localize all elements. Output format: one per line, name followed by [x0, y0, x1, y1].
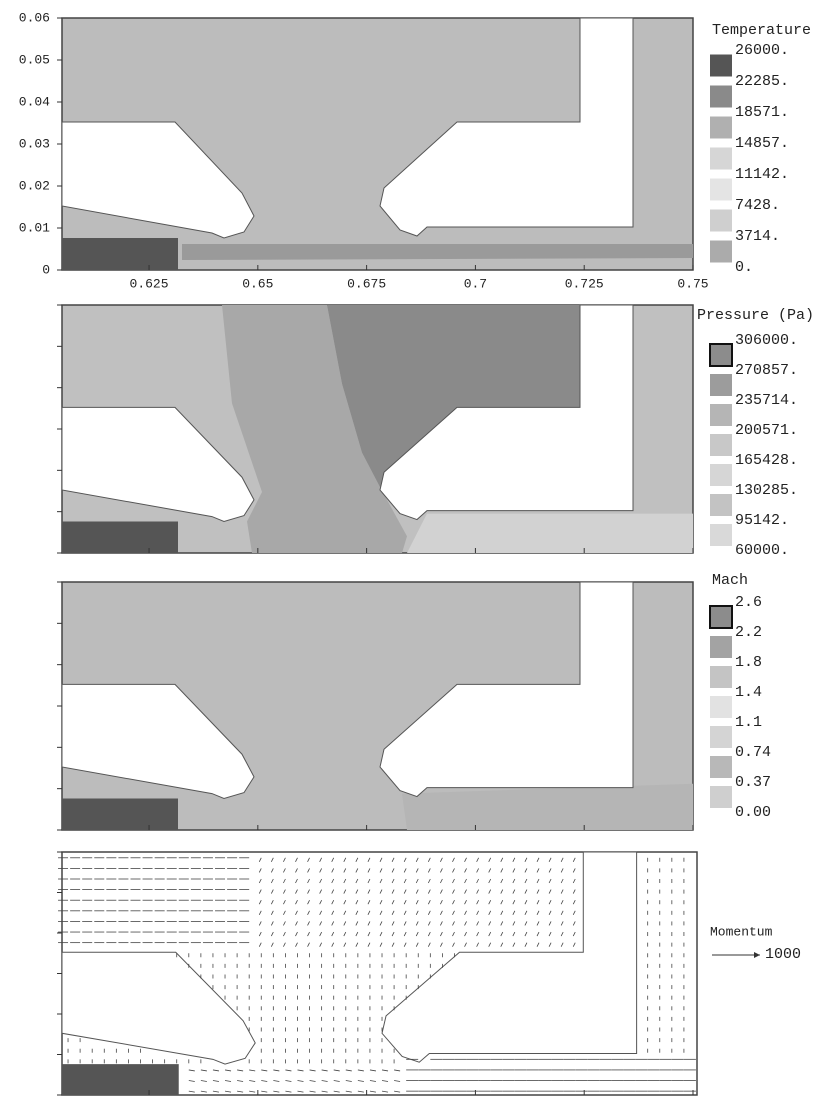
x-tick-label: 0.725	[565, 276, 604, 291]
legend-label: 14857.	[735, 135, 789, 152]
electrode	[62, 1064, 179, 1095]
legend-swatch	[710, 179, 732, 201]
legend-swatch	[710, 404, 732, 426]
legend-title: Mach	[712, 572, 748, 589]
legend-swatch	[710, 374, 732, 396]
figure: Temperature 26000. 22285. 18571. 14857. 11142…	[0, 0, 838, 1099]
legend-swatch	[710, 344, 732, 366]
legend-label: 2.2	[735, 624, 762, 641]
legend-label: 0.74	[735, 744, 771, 761]
y-tick-label: 0.02	[19, 178, 50, 193]
page: Temperature 26000. 22285. 18571. 14857. 11142…	[0, 0, 838, 1104]
legend-label: 60000.	[735, 542, 789, 559]
x-tick-label: 0.625	[130, 276, 169, 291]
x-tick-label: 0.7	[464, 276, 487, 291]
legend-label: 270857.	[735, 362, 798, 379]
legend-label: 95142.	[735, 512, 789, 529]
legend-swatch	[710, 55, 732, 77]
legend-label: 130285.	[735, 482, 798, 499]
legend-label: 1.1	[735, 714, 762, 731]
contour-region	[182, 244, 693, 260]
y-tick-label: 0	[42, 262, 50, 277]
legend-label: 0.37	[735, 774, 771, 791]
legend-swatch	[710, 666, 732, 688]
legend-swatch	[710, 117, 732, 139]
legend-title: Temperature	[712, 22, 811, 39]
electrode	[62, 799, 178, 830]
legend-swatch	[710, 606, 732, 628]
legend-label: 1000	[765, 946, 801, 963]
legend-swatch	[710, 434, 732, 456]
legend-swatch	[710, 756, 732, 778]
y-tick-label: 0.06	[19, 10, 50, 25]
arrow-head	[754, 952, 760, 958]
x-tick-label: 0.65	[242, 276, 273, 291]
legend-label: 1.4	[735, 684, 762, 701]
legend-swatch	[710, 148, 732, 170]
legend-label: 1.8	[735, 654, 762, 671]
legend-swatch	[710, 494, 732, 516]
legend-label: 18571.	[735, 104, 789, 121]
legend-label: 22285.	[735, 73, 789, 90]
legend-swatch	[710, 786, 732, 808]
contour-region	[407, 514, 693, 553]
legend-label: 200571.	[735, 422, 798, 439]
electrode	[62, 522, 178, 553]
y-tick-label: 0.01	[19, 220, 50, 235]
legend-swatch	[710, 726, 732, 748]
legend-swatch	[710, 210, 732, 232]
legend-swatch	[710, 696, 732, 718]
legend-label: 2.6	[735, 594, 762, 611]
legend-swatch	[710, 86, 732, 108]
electrode	[62, 238, 178, 270]
legend-label: 165428.	[735, 452, 798, 469]
legend-label: 0.00	[735, 804, 771, 821]
y-tick-label: 0.05	[19, 52, 50, 67]
legend-swatch	[710, 636, 732, 658]
legend-title: Pressure (Pa)	[697, 307, 814, 324]
x-tick-label: 0.675	[347, 276, 386, 291]
legend-swatch	[710, 464, 732, 486]
legend-title: Momentum	[710, 924, 773, 939]
legend-label: 11142.	[735, 166, 789, 183]
y-tick-label: 0.03	[19, 136, 50, 151]
legend-label: 3714.	[735, 228, 780, 245]
x-tick-label: 0.75	[677, 276, 708, 291]
legend-label: 7428.	[735, 197, 780, 214]
legend-label: 26000.	[735, 42, 789, 59]
legend-label: 0.	[735, 259, 753, 276]
legend-label: 306000.	[735, 332, 798, 349]
legend-swatch	[710, 241, 732, 263]
legend-swatch	[710, 524, 732, 546]
legend-label: 235714.	[735, 392, 798, 409]
y-tick-label: 0.04	[19, 94, 50, 109]
